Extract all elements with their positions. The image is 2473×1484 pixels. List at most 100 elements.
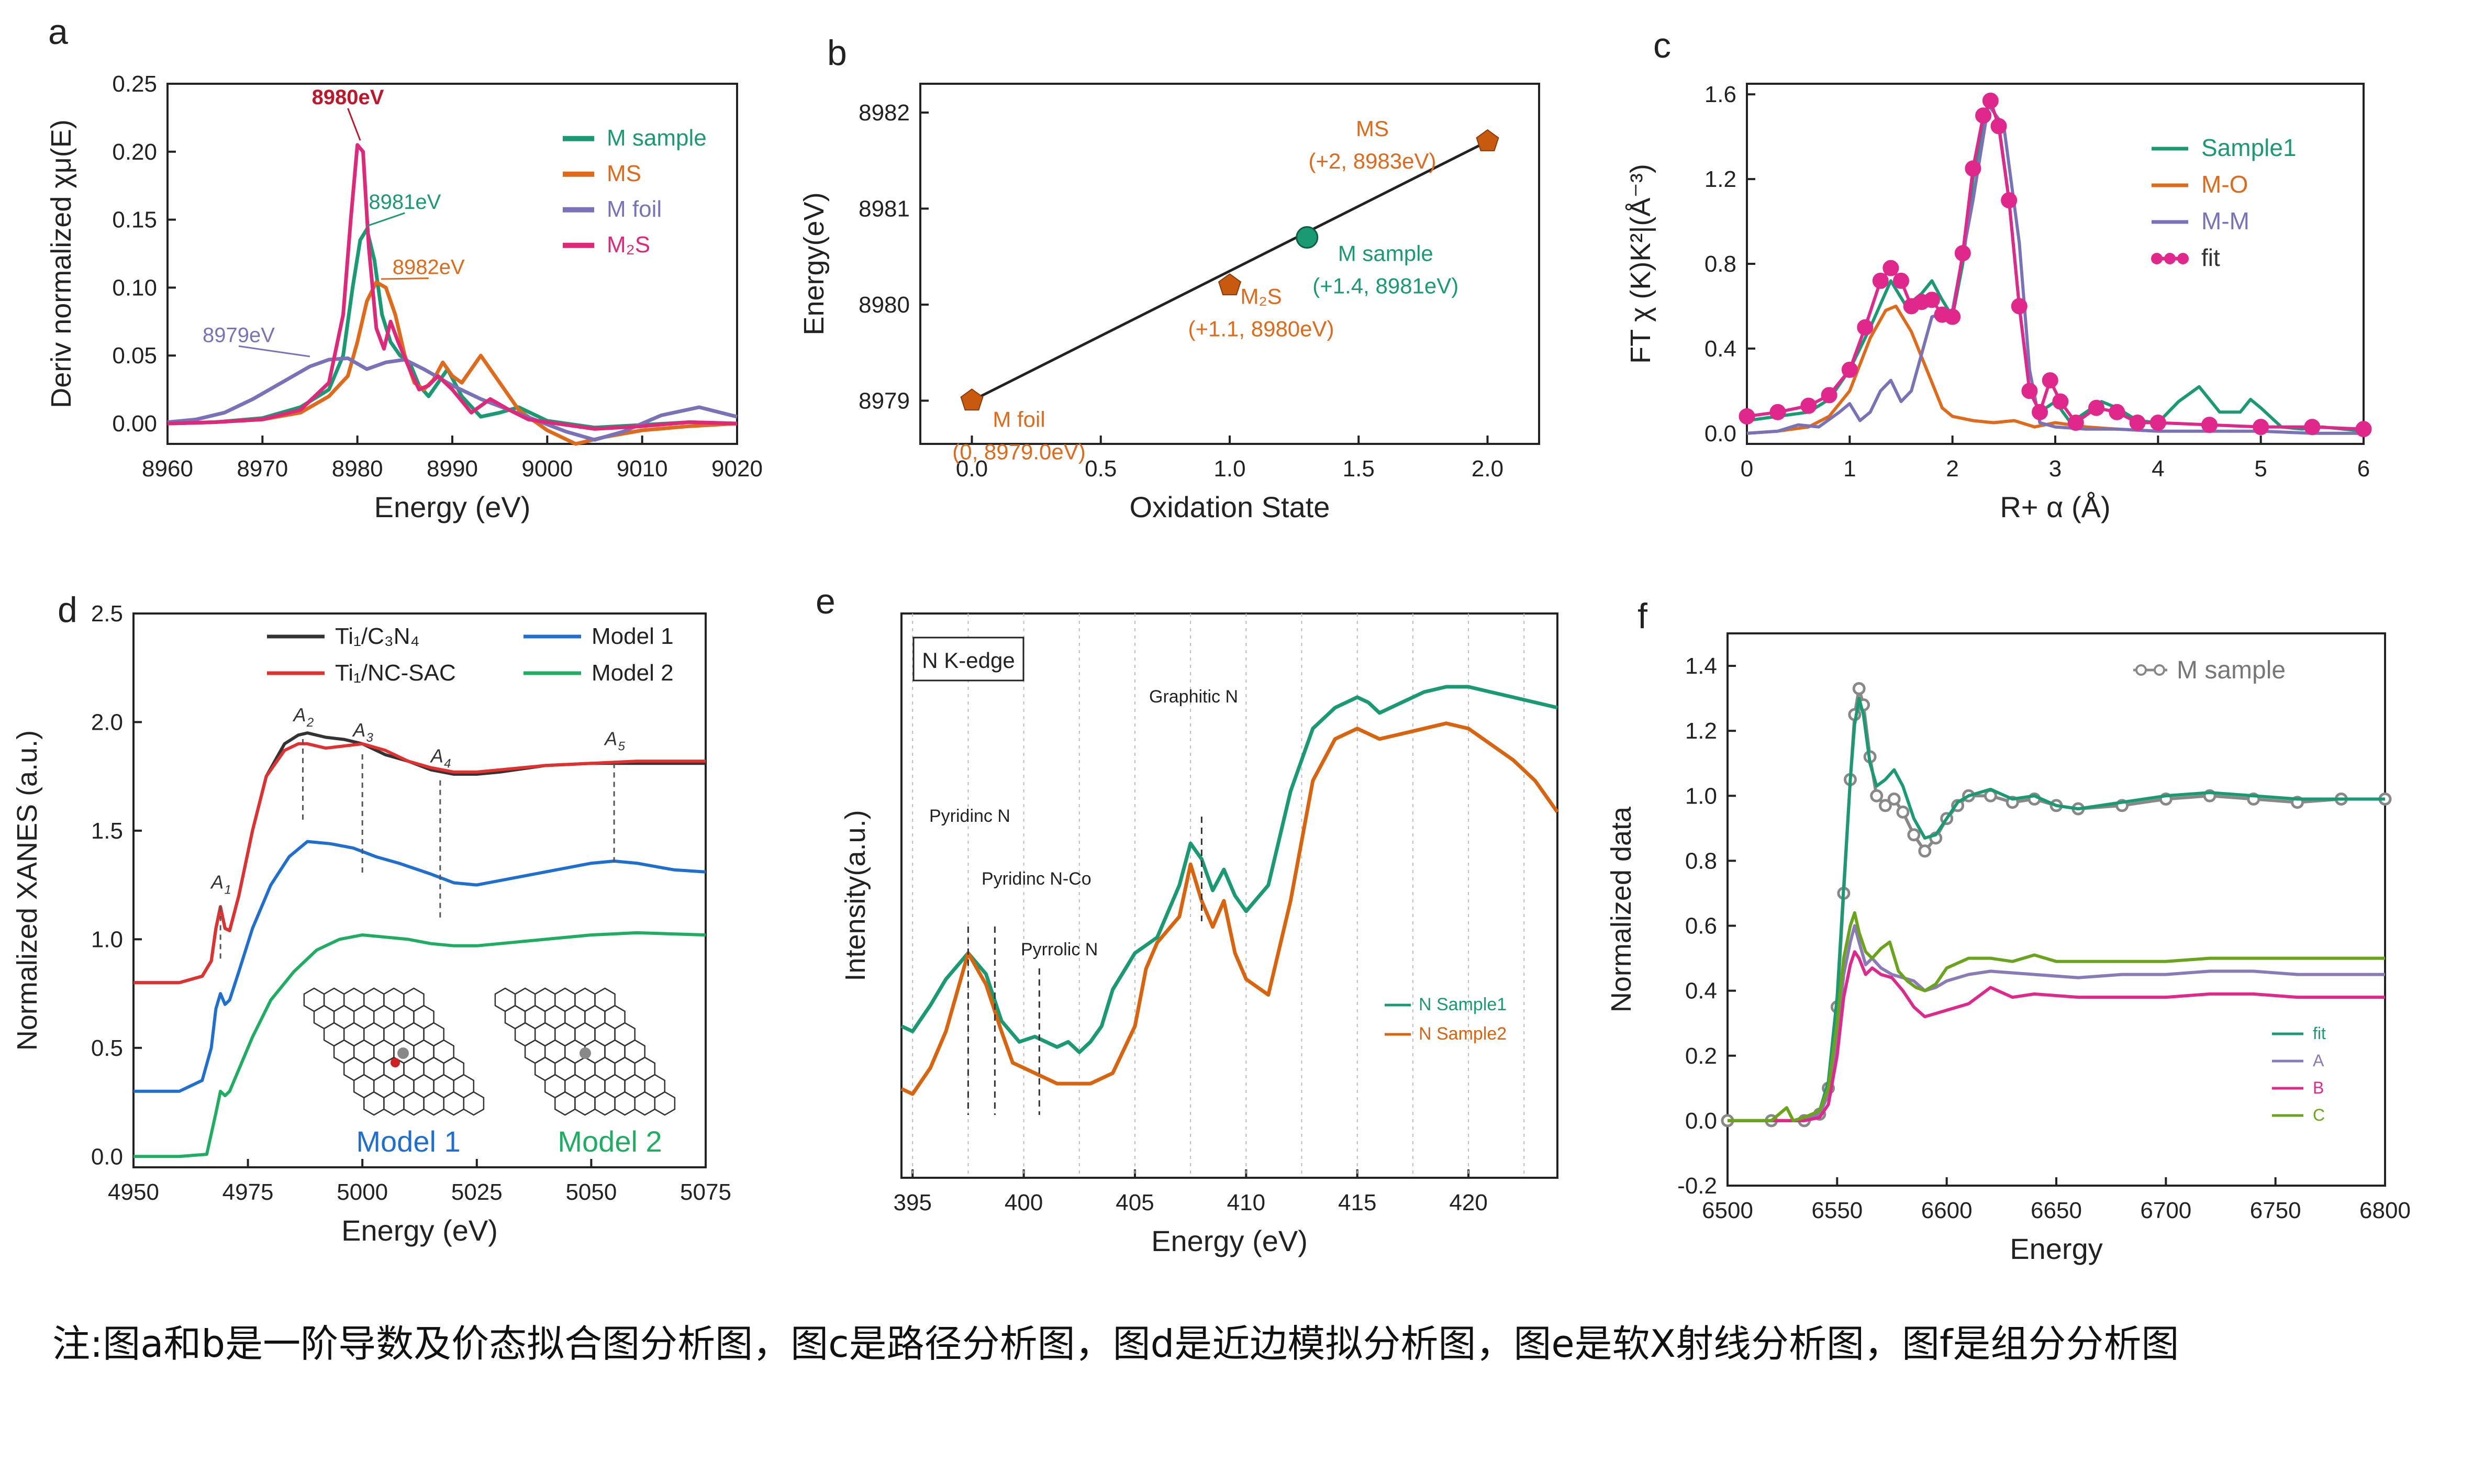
x-tick-label: 5050	[565, 1179, 617, 1205]
peak-label: Graphitic N	[1149, 687, 1238, 707]
x-tick-label: 9000	[521, 456, 573, 482]
legend-label: B	[2313, 1078, 2324, 1097]
series-line-0	[1728, 687, 2385, 1122]
x-tick-label: 1	[1843, 456, 1856, 482]
x-tick-label: 6600	[1921, 1198, 1973, 1223]
lattice-hexagon	[554, 1091, 576, 1116]
series-point	[1857, 319, 1874, 336]
y-tick-label: 8980	[859, 292, 910, 318]
legend-marker	[2164, 253, 2176, 264]
data-point-pentagon	[1476, 129, 1499, 151]
legend-label: Ti₁/C₃N₄	[335, 623, 420, 649]
x-tick-label: 8970	[237, 456, 288, 482]
x-tick-label: 6750	[2250, 1198, 2301, 1223]
y-tick-label: 0.4	[1685, 978, 1717, 1004]
x-tick-label: 415	[1338, 1190, 1376, 1215]
figure-caption: 注:图a和b是一阶导数及价态拟合图分析图，图c是路径分析图，图d是近边模拟分析图…	[52, 1322, 2179, 1366]
y-axis-label: Normalized data	[1606, 806, 1637, 1012]
legend-label: fit	[2201, 244, 2220, 271]
annotation-arrow	[366, 212, 405, 227]
x-tick-label: 2.0	[1472, 456, 1503, 482]
x-tick-label: 0.0	[956, 456, 988, 482]
panel-label: d	[58, 590, 77, 630]
legend-label: Model 1	[592, 623, 674, 649]
series-point	[1887, 793, 1901, 806]
x-tick-label: 6800	[2359, 1198, 2411, 1223]
chart-panel-f: 6500 6550 6600 6650 6700 6750 6800 -0.2 0.0 0.2 0.…	[1606, 596, 2411, 1265]
series-point	[2032, 404, 2048, 420]
y-tick-label: 0.4	[1705, 336, 1736, 362]
y-axis-label: FT χ (K)K²|(Å⁻³)	[1625, 164, 1656, 364]
series-point	[2355, 421, 2372, 438]
y-tick-label: 1.2	[1685, 718, 1717, 744]
data-point-pentagon	[1218, 273, 1242, 296]
annotation-arrow	[347, 108, 361, 141]
annotation-label: 8982eV	[393, 255, 465, 278]
point-label: M₂S	[1240, 284, 1282, 308]
panel-label: a	[48, 12, 68, 52]
x-axis-label: Energy	[2010, 1232, 2102, 1265]
series-point	[2149, 415, 2166, 431]
y-tick-label: 1.5	[91, 818, 123, 844]
chart-panel-e: 395 400 405 410 415 420 Energy (eV) Intensity(a…	[816, 582, 1559, 1257]
series-point	[2088, 399, 2105, 416]
y-tick-label: 8981	[859, 196, 910, 222]
legend-label: M sample	[607, 125, 707, 151]
legend-label: Model 2	[592, 660, 674, 686]
lattice-hexagon	[423, 1091, 444, 1116]
series-point	[2021, 383, 2038, 399]
legend-label: M₂S	[607, 232, 650, 258]
series-line-2	[133, 840, 706, 1093]
peak-label-subscript: 4	[444, 757, 451, 771]
legend-label: A	[2313, 1051, 2324, 1070]
y-tick-label: 0.5	[91, 1035, 123, 1061]
series-point	[1769, 404, 1786, 420]
data-point-sphere	[1296, 226, 1319, 249]
point-label: M foil	[993, 407, 1045, 431]
legend-label: MS	[607, 161, 641, 186]
series-line-1	[900, 721, 1559, 1096]
series-point	[1870, 789, 1884, 802]
peak-label: A	[210, 871, 224, 892]
point-label: (+1.1, 8980eV)	[1188, 316, 1334, 341]
x-tick-label: 0	[1741, 456, 1753, 482]
x-tick-label: 6500	[1702, 1198, 1753, 1223]
point-label: (+2, 8983eV)	[1308, 149, 1436, 173]
annotation-label: 8980eV	[312, 86, 384, 109]
lattice-hexagon	[634, 1091, 656, 1116]
y-tick-label: 1.0	[1685, 783, 1717, 809]
plot-frame	[919, 83, 1540, 445]
annotation-arrow	[381, 277, 429, 280]
point-label: (0, 8979.0eV)	[952, 439, 1086, 464]
x-tick-label: 9020	[711, 456, 763, 482]
y-tick-label: 2.0	[91, 709, 123, 735]
legend-marker	[2151, 253, 2163, 264]
point-label: MS	[1356, 116, 1389, 141]
x-tick-label: 4950	[108, 1179, 159, 1205]
series-line-3	[1728, 950, 2385, 1122]
edge-label-box	[912, 637, 1024, 682]
series-point	[1872, 272, 1889, 289]
series-point	[2109, 404, 2125, 420]
series-point	[1918, 844, 1932, 858]
edge-label: N K-edge	[922, 648, 1015, 673]
peak-label: A	[293, 704, 306, 726]
x-axis-label: Oxidation State	[1130, 490, 1330, 523]
lattice-hexagon	[443, 1091, 465, 1116]
peak-label: Pyridinc N	[929, 806, 1010, 826]
series-point	[1954, 245, 1971, 262]
y-tick-label: 2.5	[91, 601, 123, 627]
x-tick-label: 8990	[427, 456, 478, 482]
y-axis-label: Deriv normalized χμ(E)	[46, 119, 77, 408]
series-line-3	[1746, 99, 2364, 431]
series-line-1	[167, 280, 738, 446]
y-tick-label: -0.2	[1677, 1173, 1717, 1199]
y-tick-label: 0.0	[91, 1144, 123, 1169]
series-point	[2011, 298, 2028, 315]
y-tick-label: 1.6	[1705, 82, 1736, 107]
x-tick-label: 0.5	[1085, 456, 1117, 482]
y-tick-label: 1.2	[1705, 166, 1736, 192]
y-axis-label: Normalized XANES (a.u.)	[12, 730, 43, 1051]
series-point	[1821, 387, 1837, 404]
peak-label-subscript: 3	[366, 731, 374, 745]
